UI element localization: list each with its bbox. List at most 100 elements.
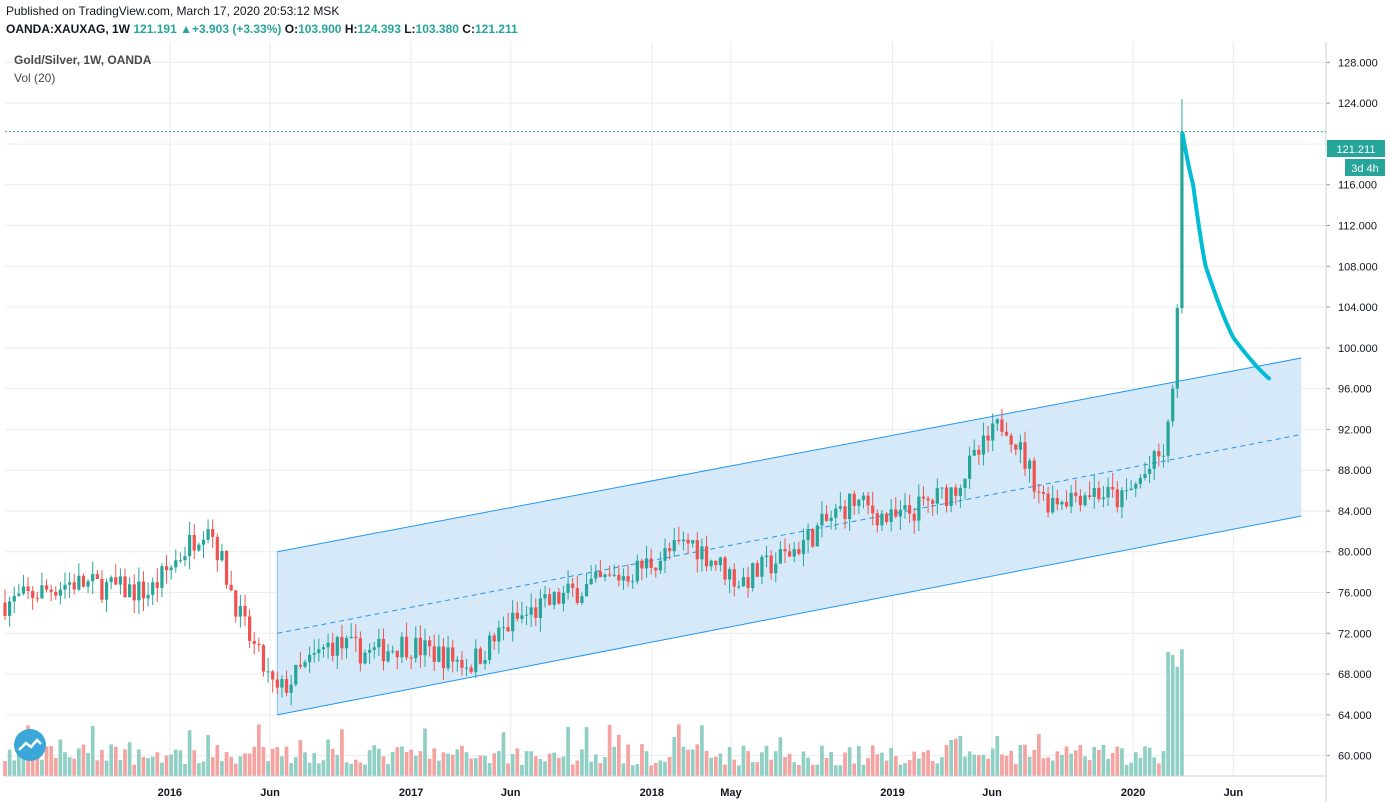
volume-bar [1129,762,1133,776]
candle-body [317,649,321,654]
candle [686,533,690,555]
forecast-path[interactable] [1180,131,1271,381]
volume-bar [1152,757,1157,776]
candle-body [1051,498,1055,513]
candle [17,583,21,597]
candle [524,605,529,626]
candle-body [991,423,995,441]
candle-body [211,529,215,537]
volume-bar [653,762,658,776]
volume-bar [469,758,473,776]
volume-bar [353,759,358,776]
volume-bar [501,732,506,776]
axes: 60.000 64.000 68.000 72.000 76.000 80.000 84.0… [5,42,1378,802]
candle-body [151,582,155,595]
candle [903,493,907,519]
candle [215,533,219,572]
volume-bar [986,758,990,776]
candle-body [26,586,30,592]
volume-bar [704,750,709,776]
candle [792,542,796,563]
candle [1004,422,1009,437]
volume-bar [552,752,557,776]
candle [137,567,141,614]
current-price-value: 121.211 [1337,144,1376,156]
candle [668,542,672,560]
candle [806,523,810,554]
volume-bar [77,748,81,776]
volume-bar [953,738,958,776]
high-value: 124.393 [357,22,401,36]
volume-bar [437,760,441,776]
candle [1018,434,1022,464]
volume-bar [852,763,857,776]
y-tick-label: 68.000 [1338,669,1372,681]
candle-body [603,574,607,578]
candle-body [409,657,413,659]
candle-body [875,513,879,526]
volume-bar [487,762,492,776]
candle [391,645,395,655]
candle [58,582,62,605]
volume-bar [681,746,686,776]
candle [1074,479,1078,503]
candle-body [284,679,289,693]
y-tick-label: 72.000 [1338,628,1372,640]
candle [764,545,769,568]
volume-bar [312,753,317,776]
candle-body [1018,442,1022,450]
volume-bar [58,739,63,776]
candle [31,586,35,610]
volume-bar [215,745,220,776]
candle [709,559,713,571]
candle-body [529,607,533,615]
candle-body [1166,421,1170,456]
candle-body [31,591,35,598]
candle-body [441,646,446,669]
volume-bar [977,755,981,776]
candle [672,527,676,557]
volume-bar [603,756,607,776]
candle [340,624,344,660]
volume-bar [220,761,224,776]
candle [294,664,298,687]
candle-body [917,496,921,521]
candle [977,444,981,465]
candle [243,594,247,626]
volume-bar [233,763,238,776]
candle [954,484,958,506]
y-tick-label: 112.000 [1338,221,1377,233]
candle [801,528,806,567]
candle-body [1161,455,1166,457]
volume-bar [187,730,192,776]
candle [238,594,242,628]
volume-bar [321,760,326,776]
regression-channel[interactable] [276,357,1302,716]
x-tick-label: 2020 [1121,787,1145,799]
candle-body [169,567,173,571]
volume-bar [732,759,737,776]
volume-bar [30,758,35,776]
candle [1028,458,1032,483]
candle-body [843,506,847,520]
candle-body [1004,431,1009,436]
volume-bar [663,761,667,776]
candle [871,491,875,526]
candle-body [192,535,196,551]
volume-bar [400,746,404,776]
candle-body [589,578,593,585]
candle-body [303,662,307,667]
candle [437,634,441,663]
volume-bar [686,749,690,776]
candle-body [12,595,16,602]
candle-body [728,569,732,580]
candle-body [95,574,99,579]
forecast-curve [1180,131,1271,381]
y-tick-label: 104.000 [1338,302,1378,314]
open-value: 103.900 [298,22,342,36]
candle-body [686,539,690,544]
volume-bar [460,745,464,776]
candle [141,571,146,612]
candle [21,574,26,596]
